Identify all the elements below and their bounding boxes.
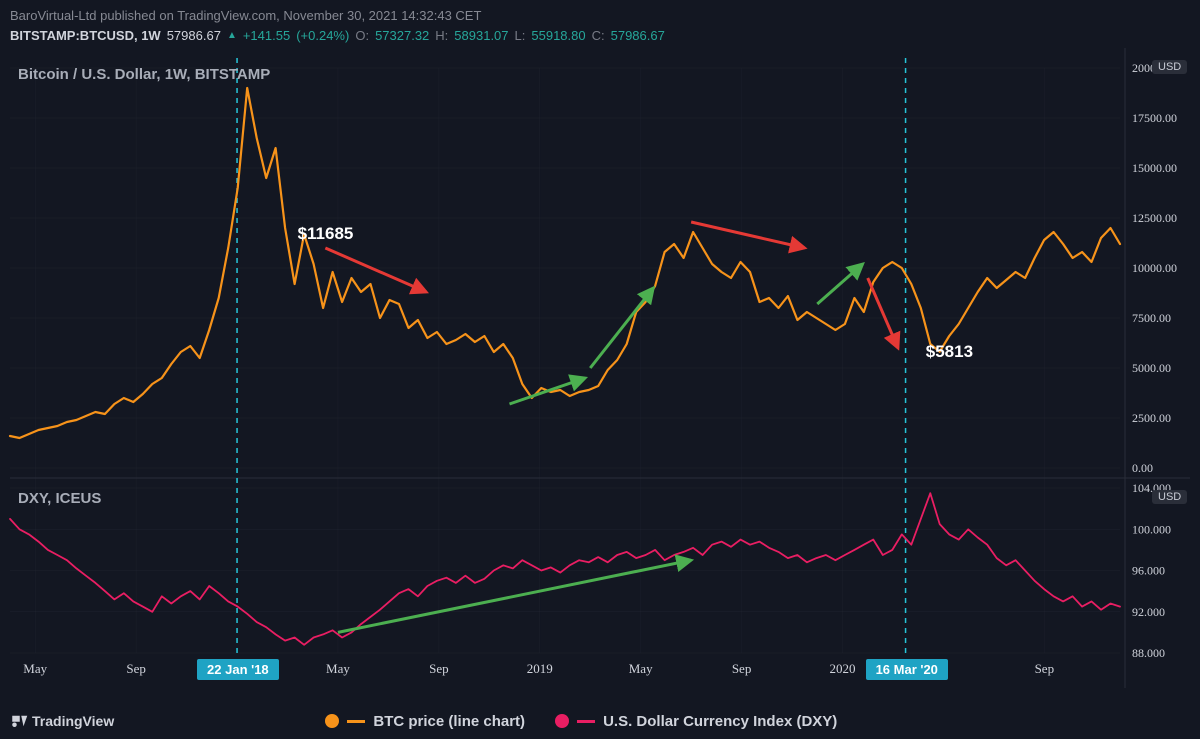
event-date-badge: 16 Mar '20 bbox=[866, 659, 948, 680]
svg-text:Sep: Sep bbox=[429, 661, 449, 676]
symbol: BITSTAMP:BTCUSD, 1W bbox=[10, 26, 161, 46]
svg-text:10000.00: 10000.00 bbox=[1132, 261, 1177, 275]
legend-dot-icon bbox=[555, 714, 569, 728]
footer: TradingView BTC price (line chart) U.S. … bbox=[0, 703, 1200, 739]
price-annotation: $11685 bbox=[298, 224, 354, 244]
high: 58931.07 bbox=[454, 26, 508, 46]
svg-text:5000.00: 5000.00 bbox=[1132, 361, 1171, 375]
open: 57327.32 bbox=[375, 26, 429, 46]
svg-text:15000.00: 15000.00 bbox=[1132, 161, 1177, 175]
svg-text:88.000: 88.000 bbox=[1132, 646, 1165, 660]
svg-text:2500.00: 2500.00 bbox=[1132, 411, 1171, 425]
legend-btc: BTC price (line chart) bbox=[325, 713, 525, 730]
price-annotation: $5813 bbox=[926, 342, 973, 362]
svg-text:0.00: 0.00 bbox=[1132, 461, 1153, 475]
svg-text:2020: 2020 bbox=[830, 661, 856, 676]
publish-line: BaroVirtual-Ltd published on TradingView… bbox=[10, 6, 1190, 26]
change: +141.55 bbox=[243, 26, 290, 46]
svg-text:96.000: 96.000 bbox=[1132, 564, 1165, 578]
close: 57986.67 bbox=[611, 26, 665, 46]
svg-text:2019: 2019 bbox=[527, 661, 553, 676]
event-date-badge: 22 Jan '18 bbox=[197, 659, 279, 680]
currency-badge-1: USD bbox=[1152, 60, 1187, 74]
svg-text:May: May bbox=[326, 661, 350, 676]
legend-dxy: U.S. Dollar Currency Index (DXY) bbox=[555, 713, 837, 730]
svg-text:Sep: Sep bbox=[1035, 661, 1055, 676]
svg-text:Sep: Sep bbox=[732, 661, 752, 676]
chart-header: BaroVirtual-Ltd published on TradingView… bbox=[0, 0, 1200, 47]
up-triangle-icon: ▲ bbox=[227, 28, 237, 43]
panel1-title: Bitcoin / U.S. Dollar, 1W, BITSTAMP bbox=[18, 66, 270, 83]
ohlc-line: BITSTAMP:BTCUSD, 1W 57986.67 ▲ +141.55 (… bbox=[10, 26, 1190, 46]
last-price: 57986.67 bbox=[167, 26, 221, 46]
svg-text:12500.00: 12500.00 bbox=[1132, 211, 1177, 225]
currency-badge-2: USD bbox=[1152, 490, 1187, 504]
low: 55918.80 bbox=[531, 26, 585, 46]
svg-text:May: May bbox=[629, 661, 653, 676]
legend-dot-icon bbox=[325, 714, 339, 728]
change-pct: (+0.24%) bbox=[296, 26, 349, 46]
tradingview-logo: TradingView bbox=[10, 712, 114, 730]
chart-area[interactable]: 0.00 2500.00 5000.00 7500.00 10000.00 12500.0… bbox=[0, 48, 1200, 688]
svg-text:Sep: Sep bbox=[126, 661, 146, 676]
svg-text:92.000: 92.000 bbox=[1132, 605, 1165, 619]
svg-text:May: May bbox=[23, 661, 47, 676]
svg-text:100.000: 100.000 bbox=[1132, 522, 1171, 536]
panel2-title: DXY, ICEUS bbox=[18, 490, 101, 507]
svg-text:17500.00: 17500.00 bbox=[1132, 111, 1177, 125]
svg-text:7500.00: 7500.00 bbox=[1132, 311, 1171, 325]
chart-svg: 0.00 2500.00 5000.00 7500.00 10000.00 12500.0… bbox=[0, 48, 1200, 688]
